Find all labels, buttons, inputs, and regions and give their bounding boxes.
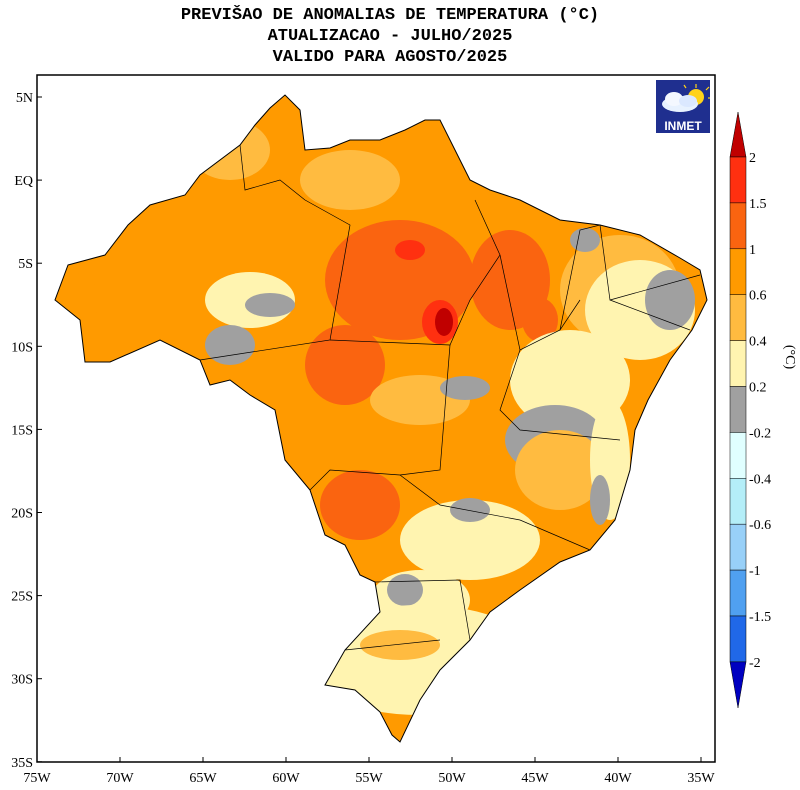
lat-label: 20S — [11, 507, 33, 522]
lon-label: 45W — [521, 771, 549, 786]
lon-label: 70W — [106, 771, 134, 786]
lon-label: 65W — [189, 771, 217, 786]
lon-label: 35W — [687, 771, 715, 786]
colorbar-segment — [729, 615, 747, 663]
colorbar-segment — [729, 432, 747, 479]
colorbar-segment — [729, 478, 747, 525]
anomaly-region — [570, 228, 600, 252]
inmet-logo: INMET — [656, 80, 710, 133]
longitude-axis: 75W 70W 65W 60W 55W 50W 45W 40W 35W — [23, 757, 715, 786]
title-line-2: ATUALIZACAO - JULHO/2025 — [267, 27, 513, 46]
anomaly-region — [305, 325, 385, 405]
state-border — [499, 349, 621, 441]
state-border — [239, 144, 306, 201]
state-border — [344, 639, 441, 651]
state-border — [329, 199, 501, 346]
colorbar-under-arrow — [729, 661, 747, 709]
title-line-3: VALIDO PARA AGOSTO/2025 — [272, 48, 508, 67]
lat-label: 35S — [11, 756, 33, 771]
lon-label: 55W — [355, 771, 383, 786]
anomaly-region — [510, 330, 630, 430]
colorbar-segment — [729, 156, 747, 204]
anomaly-region — [400, 500, 540, 580]
latitude-axis: 5N EQ 5S 10S 15S 20S 25S 30S 35S — [11, 91, 42, 771]
colorbar-label: 1.5 — [749, 197, 767, 212]
anomaly-region — [245, 293, 295, 317]
title-line-1: PREVIŠAO DE ANOMALIAS DE TEMPERATURA (°C… — [180, 6, 600, 25]
state-border — [499, 254, 581, 351]
colorbar-label: 2 — [749, 151, 756, 166]
anomaly-region — [387, 574, 423, 606]
anomaly-region — [395, 240, 425, 260]
colorbar-segment — [729, 386, 747, 433]
lon-label: 75W — [23, 771, 51, 786]
state-border — [374, 579, 471, 641]
lat-label: 25S — [11, 590, 33, 605]
colorbar-label: 0.4 — [749, 335, 767, 350]
state-border — [559, 224, 601, 331]
anomaly-region — [440, 376, 490, 400]
anomaly-region — [645, 270, 695, 330]
colorbar-segment — [729, 294, 747, 341]
anomaly-region — [435, 308, 453, 336]
colorbar-segment — [729, 340, 747, 387]
anomaly-region — [320, 470, 400, 540]
colorbar-segment — [729, 202, 747, 250]
colorbar-label: -0.6 — [749, 518, 771, 533]
brazil-border — [54, 94, 708, 743]
state-border — [609, 299, 691, 331]
lon-label: 50W — [438, 771, 466, 786]
colorbar-label: 0.2 — [749, 381, 767, 396]
state-border — [199, 199, 351, 361]
anomaly-region — [450, 498, 490, 522]
colorbar-label: -1.5 — [749, 610, 771, 625]
colorbar-label: -0.4 — [749, 472, 771, 487]
anomaly-region — [515, 430, 605, 510]
cloud-sun-icon — [662, 84, 710, 112]
anomaly-region — [205, 325, 255, 365]
state-border — [399, 474, 591, 551]
colorbar-unit: (°C) — [782, 345, 797, 370]
lat-label: EQ — [14, 174, 33, 189]
anomaly-region — [360, 630, 440, 660]
anomaly-region — [55, 270, 100, 330]
colorbar-label: -0.2 — [749, 426, 771, 441]
colorbar-label: -1 — [749, 564, 761, 579]
colorbar-over-arrow — [729, 111, 747, 158]
colorbar-segment — [729, 248, 747, 295]
lon-label: 40W — [604, 771, 632, 786]
logo-text: INMET — [664, 119, 702, 133]
state-borders — [199, 144, 701, 651]
anomaly-region — [590, 475, 610, 525]
lat-label: 10S — [11, 340, 33, 355]
colorbar-segment — [729, 569, 747, 617]
lat-label: 15S — [11, 423, 33, 438]
lon-label: 60W — [272, 771, 300, 786]
colorbar-segment — [729, 523, 747, 571]
lat-label: 5S — [18, 257, 33, 272]
colorbar-label: 1 — [749, 243, 756, 258]
lat-label: 30S — [11, 673, 33, 688]
lat-label: 5N — [16, 91, 33, 106]
anomaly-region — [522, 298, 558, 342]
anomaly-region — [300, 150, 400, 210]
colorbar: 2 1.5 1 0.6 0.4 0.2 -0.2 -0.4 -0.6 -1 -1.5 -2 — [729, 111, 771, 709]
colorbar-label: -2 — [749, 656, 761, 671]
colorbar-label: 0.6 — [749, 289, 767, 304]
